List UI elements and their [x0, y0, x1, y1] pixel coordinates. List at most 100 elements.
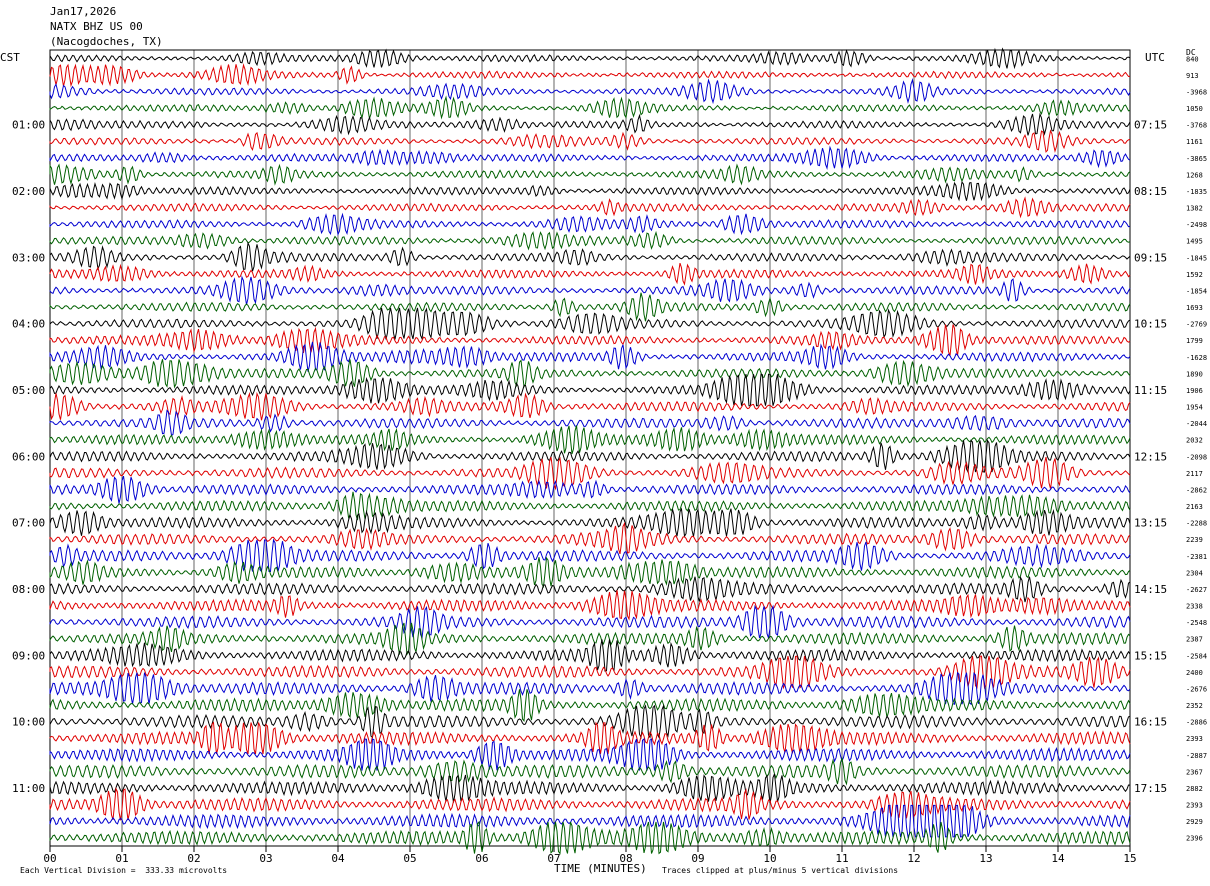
dc-offset-label: -3968 — [1186, 88, 1207, 96]
trace-row — [49, 145, 1131, 170]
header-date: Jan17,2026 — [50, 5, 117, 18]
trace-row — [49, 47, 1131, 70]
dc-offset-label: -2098 — [1186, 453, 1207, 461]
cst-hour-label: 07:00 — [12, 517, 45, 530]
trace-row — [49, 590, 1131, 621]
dc-offset-label: -2044 — [1186, 420, 1207, 428]
dc-offset-label: -1845 — [1186, 254, 1207, 262]
trace-row — [49, 391, 1131, 421]
trace-row — [49, 639, 1131, 672]
trace-row — [49, 307, 1131, 341]
trace-row — [49, 324, 1131, 357]
trace-row — [49, 521, 1131, 555]
trace-row — [49, 373, 1131, 407]
x-tick-label: 05 — [403, 852, 416, 865]
trace-row — [49, 275, 1131, 306]
dc-offset-label: 2117 — [1186, 470, 1203, 478]
dc-offset-label: 2387 — [1186, 636, 1203, 644]
trace-row — [49, 180, 1131, 202]
utc-hour-label: 13:15 — [1134, 517, 1167, 530]
dc-offset-label: -2886 — [1186, 719, 1207, 727]
header-station: NATX BHZ US 00 — [50, 20, 143, 33]
trace-row — [49, 689, 1131, 723]
dc-offset-label: 2396 — [1186, 835, 1203, 843]
trace-row — [49, 95, 1131, 120]
trace-row — [49, 438, 1131, 474]
trace-row — [49, 738, 1131, 771]
trace-row — [49, 409, 1131, 437]
cst-hour-label: 02:00 — [12, 185, 45, 198]
x-tick-label: 13 — [979, 852, 992, 865]
trace-row — [49, 241, 1131, 272]
dc-offset-label: -2676 — [1186, 685, 1207, 693]
x-tick-label: 08 — [619, 852, 632, 865]
dc-offset-label: 1799 — [1186, 337, 1203, 345]
cst-hour-label: 10:00 — [12, 716, 45, 729]
trace-row — [49, 604, 1131, 640]
trace-row — [49, 703, 1131, 740]
dc-offset-label: -2887 — [1186, 752, 1207, 760]
x-tick-label: 07 — [547, 852, 560, 865]
dc-offset-label: -2862 — [1186, 486, 1207, 494]
trace-row — [49, 359, 1131, 389]
trace-row — [49, 112, 1131, 136]
utc-hour-label: 17:15 — [1134, 782, 1167, 795]
utc-hour-label: 07:15 — [1134, 119, 1167, 132]
dc-offset-label: -1835 — [1186, 188, 1207, 196]
dc-offset-label: 1906 — [1186, 387, 1203, 395]
dc-offset-label: -2769 — [1186, 321, 1207, 329]
dc-offset-label: 2400 — [1186, 669, 1203, 677]
dc-offset-label: -2584 — [1186, 652, 1207, 660]
header-location: (Nacogdoches, TX) — [50, 35, 163, 48]
trace-row — [49, 63, 1131, 88]
dc-offset-label: 2352 — [1186, 702, 1203, 710]
cst-hour-label: 09:00 — [12, 649, 45, 662]
trace-row — [49, 129, 1131, 154]
dc-offset-label: 2882 — [1186, 785, 1203, 793]
dc-offset-label: 2393 — [1186, 802, 1203, 810]
dc-offset-label: -3865 — [1186, 155, 1207, 163]
trace-row — [49, 341, 1131, 372]
x-tick-label: 11 — [835, 852, 848, 865]
utc-hour-label: 11:15 — [1134, 384, 1167, 397]
cst-hour-label: 01:00 — [12, 119, 45, 132]
right-timezone-label: UTC — [1145, 51, 1165, 64]
trace-row — [49, 230, 1131, 251]
trace-row — [49, 622, 1131, 656]
dc-offset-label: 1268 — [1186, 171, 1203, 179]
cst-hour-label: 05:00 — [12, 384, 45, 397]
dc-offset-label: -2498 — [1186, 221, 1207, 229]
dc-offset-label: 2239 — [1186, 536, 1203, 544]
cst-hour-label: 08:00 — [12, 583, 45, 596]
trace-row — [49, 804, 1131, 839]
x-tick-label: 00 — [43, 852, 56, 865]
cst-hour-label: 06:00 — [12, 450, 45, 463]
dc-offset-label: -2627 — [1186, 586, 1207, 594]
cst-hour-label: 11:00 — [12, 782, 45, 795]
dc-offset-label: -2288 — [1186, 520, 1207, 528]
dc-offset-label: -2548 — [1186, 619, 1207, 627]
trace-row — [49, 507, 1131, 538]
trace-row — [49, 196, 1131, 219]
dc-offset-label: 1382 — [1186, 205, 1203, 213]
trace-row — [49, 671, 1131, 706]
trace-row — [49, 491, 1131, 521]
x-tick-label: 09 — [691, 852, 704, 865]
dc-offset-label: 1592 — [1186, 271, 1203, 279]
trace-row — [49, 820, 1131, 855]
trace-row — [49, 212, 1131, 236]
dc-offset-label: 1693 — [1186, 304, 1203, 312]
dc-offset-label: -1854 — [1186, 287, 1207, 295]
trace-row — [49, 556, 1131, 589]
dc-offset-label: 1495 — [1186, 238, 1203, 246]
trace-row — [49, 292, 1131, 322]
x-tick-label: 14 — [1051, 852, 1065, 865]
utc-hour-label: 09:15 — [1134, 251, 1167, 264]
dc-offset-label: -3768 — [1186, 122, 1207, 130]
dc-offset-label: 1890 — [1186, 370, 1203, 378]
trace-row — [49, 456, 1131, 491]
utc-hour-label: 14:15 — [1134, 583, 1167, 596]
x-tick-label: 03 — [259, 852, 272, 865]
dc-offset-label: -1628 — [1186, 354, 1207, 362]
